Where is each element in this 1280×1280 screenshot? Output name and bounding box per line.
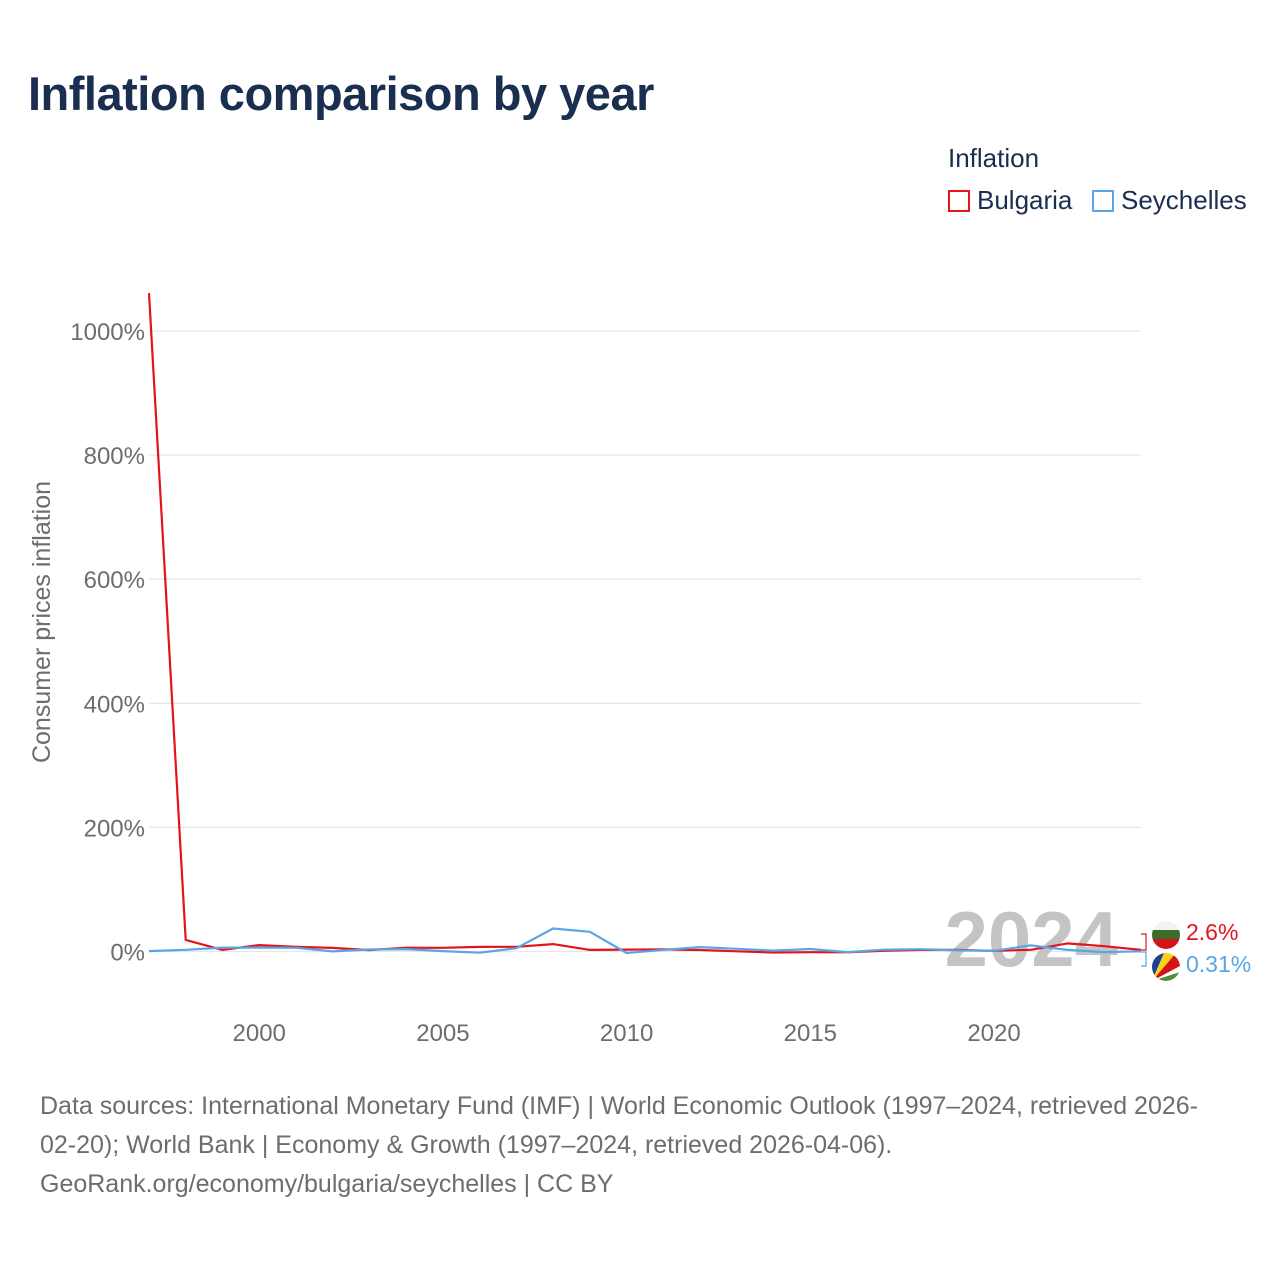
footer-line-1: Data sources: International Monetary Fun…	[40, 1092, 1198, 1120]
bulgaria-flag-icon	[1152, 921, 1180, 949]
series-lines	[147, 293, 1142, 955]
x-tick-label: 2020	[967, 1020, 1020, 1047]
chart-title: Inflation comparison by year	[28, 67, 654, 120]
legend-item-bulgaria[interactable]: Bulgaria	[948, 185, 1072, 216]
y-tick-label: 0%	[110, 940, 145, 967]
footer-line-2: 02-20); World Bank | Economy & Growth (1…	[40, 1131, 893, 1159]
x-tick-label: 2015	[784, 1020, 837, 1047]
x-tick-label: 2005	[416, 1020, 469, 1047]
gridlines	[149, 330, 1141, 953]
y-tick-label: 1000%	[70, 319, 145, 346]
year-watermark: 2024	[944, 895, 1118, 983]
legend-swatch-bulgaria	[948, 189, 970, 212]
y-tick-label: 600%	[84, 567, 145, 594]
seychelles-end-marker: 0.31%	[1141, 951, 1251, 981]
x-axis-ticks: 2000 2005 2010 2015 2020	[233, 1020, 1021, 1047]
seychelles-flag-icon	[1152, 953, 1180, 981]
bulgaria-end-label: 2.6%	[1186, 919, 1238, 945]
y-tick-label: 400%	[84, 691, 145, 718]
legend-swatch-seychelles	[1092, 189, 1114, 212]
x-tick-label: 2000	[233, 1020, 286, 1047]
legend-item-seychelles[interactable]: Seychelles	[1092, 185, 1247, 216]
legend-label-bulgaria: Bulgaria	[977, 185, 1073, 215]
footer-line-3: GeoRank.org/economy/bulgaria/seychelles …	[40, 1170, 614, 1198]
y-axis-label: Consumer prices inflation	[28, 481, 56, 763]
line-chart: 0% 200% 400% 600% 800% 1000% 2000 2005 2010 2015…	[28, 293, 1251, 1047]
y-tick-label: 200%	[84, 815, 145, 842]
legend-label-seychelles: Seychelles	[1121, 185, 1247, 215]
bulgaria-end-marker: 2.6%	[1141, 919, 1238, 951]
series-line-bulgaria[interactable]	[147, 293, 1142, 954]
series-line-seychelles[interactable]	[148, 927, 1142, 955]
seychelles-end-label: 0.31%	[1186, 951, 1251, 977]
footer-sources: Data sources: International Monetary Fun…	[40, 1087, 1250, 1204]
legend-title: Inflation	[948, 143, 1040, 173]
y-axis-ticks: 0% 200% 400% 600% 800% 1000%	[70, 319, 145, 967]
y-tick-label: 800%	[84, 443, 145, 470]
x-tick-label: 2010	[600, 1020, 653, 1047]
